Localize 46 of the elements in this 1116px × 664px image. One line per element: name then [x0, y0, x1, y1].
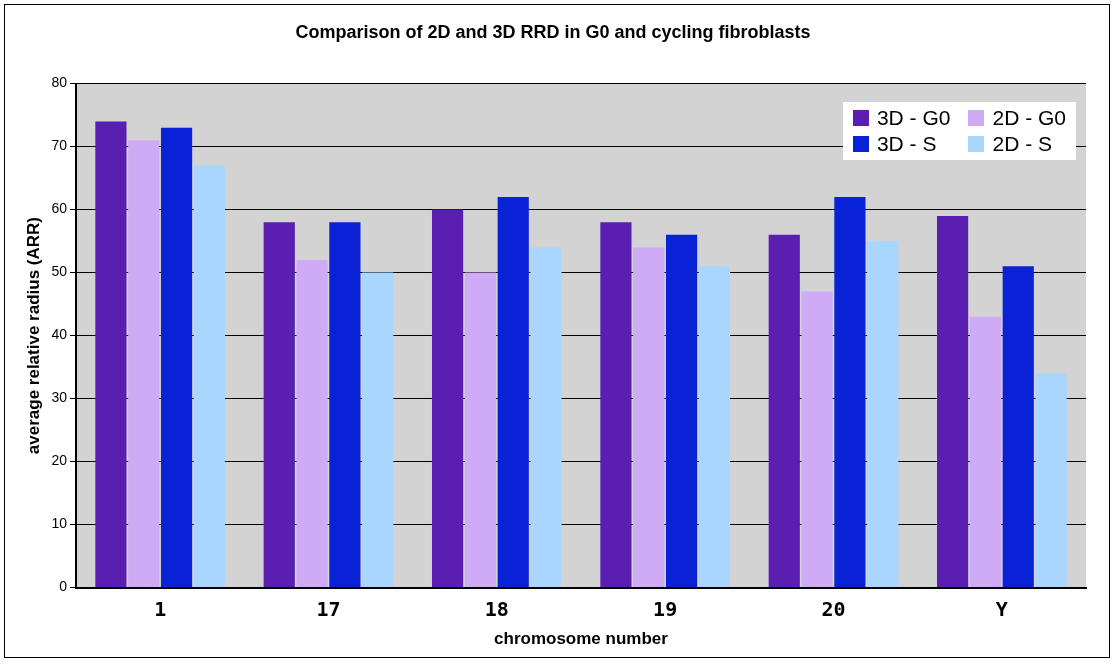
x-tick-label: 19: [653, 596, 678, 621]
bar: [160, 127, 193, 588]
bar: [530, 247, 562, 588]
bar: [193, 165, 225, 588]
bar: [263, 222, 295, 588]
x-tick-label: 20: [821, 596, 846, 621]
bar: [329, 222, 361, 588]
bar: [95, 121, 127, 588]
y-tick-label: 50: [51, 263, 68, 280]
y-tick-label: 10: [51, 515, 68, 532]
x-axis-title: chromosome number: [494, 629, 669, 649]
bar: [600, 222, 632, 588]
y-tick-label: 60: [51, 200, 68, 217]
bar: [698, 266, 730, 588]
y-tick-label: 30: [51, 389, 68, 406]
bar: [431, 209, 464, 588]
bar: [296, 260, 328, 588]
bar: [128, 140, 160, 588]
bar: [464, 272, 496, 588]
y-tick-label: 80: [51, 74, 68, 91]
bar: [867, 241, 899, 588]
x-tick-label: 17: [316, 596, 341, 621]
bar: [937, 215, 969, 588]
legend-label: 3D - S: [876, 131, 937, 156]
bar: [1035, 373, 1067, 588]
y-tick-label: 40: [51, 326, 68, 343]
x-tick-label: Y: [995, 596, 1008, 621]
y-axis-title: average relative radius (ARR): [23, 217, 43, 455]
bar: [497, 197, 529, 588]
legend-label: 3D - G0: [876, 105, 951, 130]
legend-label: 2D - S: [992, 131, 1052, 156]
bar: [768, 234, 800, 588]
legend-label: 2D - G0: [992, 105, 1066, 130]
bar: [834, 197, 866, 588]
bar: [362, 272, 394, 588]
chart-title: Comparison of 2D and 3D RRD in G0 and cycling fibroblasts: [295, 21, 811, 42]
x-tick-label: 18: [484, 596, 509, 621]
y-tick-label: 70: [51, 137, 68, 154]
bar: [1002, 266, 1034, 588]
bar: [665, 234, 698, 588]
bar: [801, 291, 833, 588]
bar: [969, 316, 1002, 588]
y-tick-label: 20: [51, 452, 68, 469]
x-tick-label: 1: [154, 596, 167, 621]
y-tick-label: 0: [59, 578, 68, 595]
bar: [633, 247, 665, 588]
